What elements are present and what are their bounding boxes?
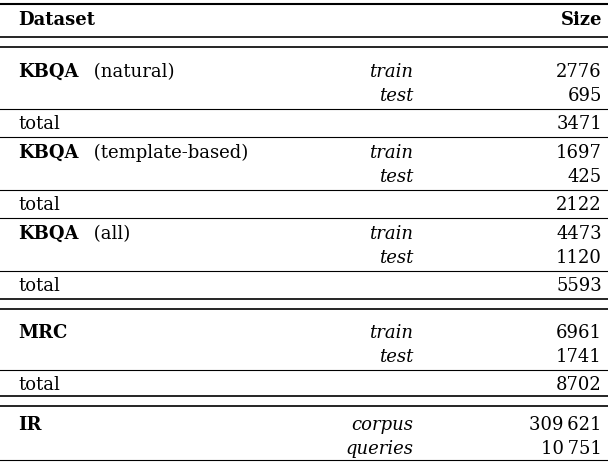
Text: test: test xyxy=(379,249,413,266)
Text: corpus: corpus xyxy=(351,415,413,433)
Text: 10 751: 10 751 xyxy=(541,439,602,457)
Text: KBQA: KBQA xyxy=(18,144,79,162)
Text: KBQA: KBQA xyxy=(18,63,79,81)
Text: 425: 425 xyxy=(568,168,602,186)
Text: 1741: 1741 xyxy=(556,347,602,365)
Text: 8702: 8702 xyxy=(556,375,602,393)
Text: 309 621: 309 621 xyxy=(530,415,602,433)
Text: 5593: 5593 xyxy=(556,276,602,294)
Text: IR: IR xyxy=(18,415,42,433)
Text: Dataset: Dataset xyxy=(18,11,95,29)
Text: test: test xyxy=(379,168,413,186)
Text: (template-based): (template-based) xyxy=(88,144,249,162)
Text: Size: Size xyxy=(561,11,602,29)
Text: train: train xyxy=(370,225,413,243)
Text: total: total xyxy=(18,276,60,294)
Text: KBQA: KBQA xyxy=(18,225,79,243)
Text: train: train xyxy=(370,144,413,162)
Text: 1697: 1697 xyxy=(556,144,602,162)
Text: test: test xyxy=(379,347,413,365)
Text: 695: 695 xyxy=(567,87,602,105)
Text: train: train xyxy=(370,323,413,341)
Text: queries: queries xyxy=(345,439,413,457)
Text: MRC: MRC xyxy=(18,323,67,341)
Text: 3471: 3471 xyxy=(556,115,602,133)
Text: 4473: 4473 xyxy=(556,225,602,243)
Text: total: total xyxy=(18,195,60,213)
Text: 2122: 2122 xyxy=(556,195,602,213)
Text: test: test xyxy=(379,87,413,105)
Text: (all): (all) xyxy=(88,225,130,243)
Text: 6961: 6961 xyxy=(556,323,602,341)
Text: total: total xyxy=(18,115,60,133)
Text: (natural): (natural) xyxy=(88,63,174,81)
Text: train: train xyxy=(370,63,413,81)
Text: total: total xyxy=(18,375,60,393)
Text: 1120: 1120 xyxy=(556,249,602,266)
Text: 2776: 2776 xyxy=(556,63,602,81)
